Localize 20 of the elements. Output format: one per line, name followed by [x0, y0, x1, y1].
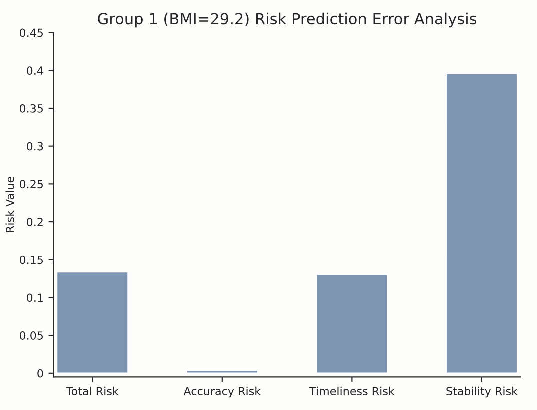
x-tick-label: Stability Risk — [446, 386, 518, 398]
bar — [56, 271, 130, 374]
chart-title: Group 1 (BMI=29.2) Risk Prediction Error Analysis — [98, 12, 477, 28]
y-tick-label: 0.45 — [20, 28, 44, 38]
x-tick-label: Timeliness Risk — [309, 386, 395, 396]
y-tick-label: 0.3 — [27, 142, 44, 151]
y-tick-label: 0 — [38, 369, 44, 378]
y-tick-label: 0.15 — [20, 256, 44, 264]
bar — [186, 370, 259, 374]
y-tick-label: 0.1 — [27, 294, 43, 302]
y-tick-label: 0.2 — [27, 218, 43, 226]
y-tick-label: 0.25 — [20, 180, 44, 189]
y-axis-title: Risk Value — [6, 177, 14, 232]
bar — [446, 72, 518, 374]
bar — [316, 274, 389, 374]
x-tick-label: Accuracy Risk — [184, 386, 262, 398]
y-tick-label: 0.05 — [20, 332, 44, 340]
x-tick-label: Total Risk — [66, 386, 119, 396]
y-tick-label: 0.4 — [27, 66, 44, 76]
y-tick-label: 0.35 — [20, 104, 44, 113]
